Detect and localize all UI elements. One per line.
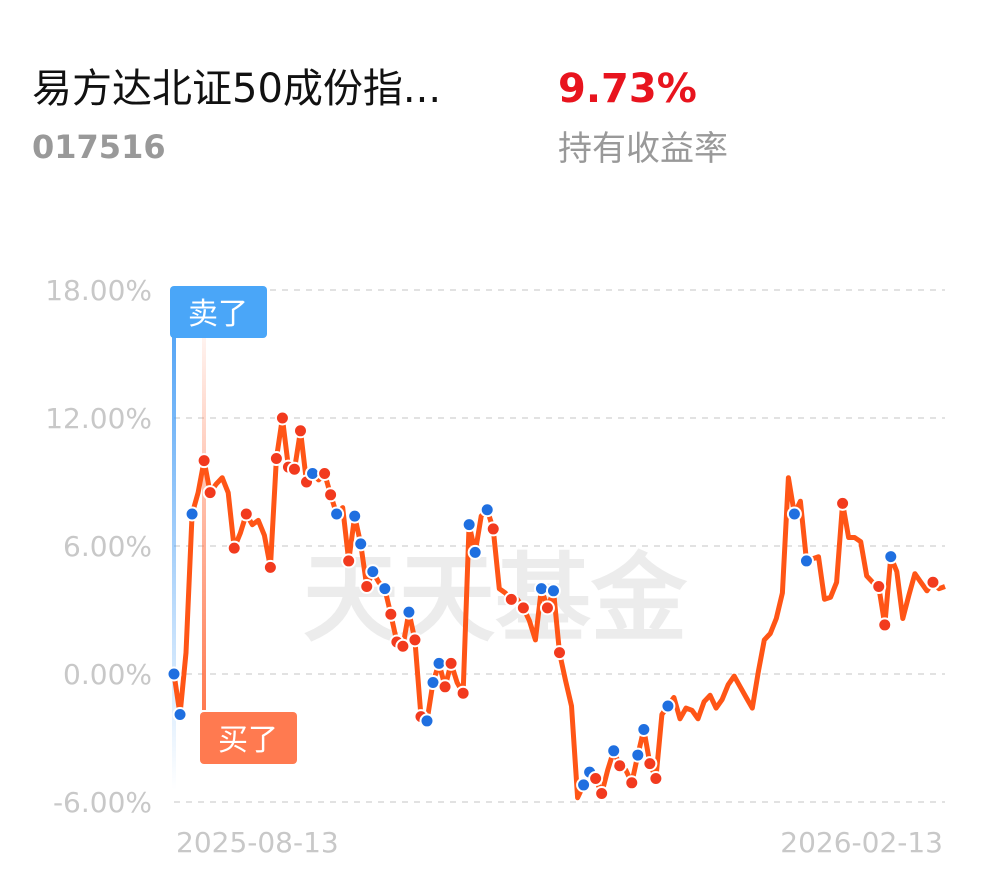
return-label: 持有收益率: [558, 129, 728, 169]
buy-marker: [274, 410, 290, 426]
x-tick-label: 2026-02-13: [780, 826, 943, 859]
sell-marker: [883, 549, 899, 565]
sell-tag-label: 卖了: [188, 297, 248, 332]
sell-marker: [606, 743, 622, 759]
return-rate: 9.73%: [558, 66, 697, 112]
sell-marker: [377, 581, 393, 597]
buy-marker: [552, 645, 567, 661]
sell-marker: [172, 707, 188, 723]
buy-tag: [200, 712, 297, 764]
y-tick-label: -6.00%: [53, 786, 152, 819]
buy-marker: [455, 685, 471, 701]
buy-marker: [539, 600, 555, 616]
y-tick-label: 18.00%: [45, 274, 152, 307]
sell-tag: [170, 286, 267, 338]
buy-marker: [226, 540, 242, 556]
sell-marker: [419, 713, 435, 729]
buy-marker: [877, 617, 893, 633]
buy-marker: [642, 756, 658, 772]
buy-marker: [485, 521, 501, 537]
sell-marker: [401, 604, 417, 620]
sell-marker: [545, 583, 561, 599]
buy-marker: [925, 574, 941, 590]
buy-marker: [588, 771, 604, 787]
fund-code: 017516: [32, 128, 166, 166]
sell-marker: [329, 506, 345, 522]
sell-marker: [353, 536, 369, 552]
y-tick-label: 6.00%: [63, 530, 152, 563]
buy-marker: [407, 632, 423, 648]
x-tick-label: 2025-08-13: [176, 826, 339, 859]
sell-marker: [786, 506, 802, 522]
buy-marker: [268, 451, 284, 467]
sell-marker: [166, 666, 182, 682]
buy-marker: [624, 775, 640, 791]
buy-marker: [323, 487, 339, 503]
buy-marker: [286, 461, 302, 477]
buy-marker: [395, 638, 411, 654]
buy-marker: [437, 679, 453, 695]
buy-marker: [503, 591, 519, 607]
buy-tag-label: 买了: [218, 723, 278, 758]
buy-marker: [317, 465, 333, 481]
y-tick-label: 12.00%: [45, 402, 152, 435]
sell-marker: [461, 517, 477, 533]
sell-marker: [347, 508, 363, 524]
buy-marker: [262, 559, 278, 575]
sell-marker: [636, 721, 652, 737]
sell-marker: [425, 675, 441, 691]
buy-marker: [341, 553, 357, 569]
buy-marker: [196, 453, 212, 469]
sell-marker: [576, 777, 592, 793]
sell-marker: [479, 502, 495, 518]
sell-marker: [184, 506, 200, 522]
buy-marker: [383, 606, 399, 622]
buy-marker: [648, 771, 664, 787]
buy-marker: [871, 579, 887, 595]
fund-title: 易方达北证50成份指...: [32, 66, 441, 112]
sell-marker: [533, 581, 549, 597]
buy-marker: [359, 579, 375, 595]
sell-marker: [798, 553, 814, 569]
buy-line: [202, 300, 206, 710]
buy-marker: [443, 655, 459, 671]
sell-marker: [630, 747, 646, 763]
y-tick-label: 0.00%: [63, 658, 152, 691]
buy-marker: [835, 495, 851, 511]
sell-line: [172, 300, 176, 790]
sell-marker: [467, 544, 483, 560]
buy-marker: [202, 485, 218, 501]
sell-marker: [365, 564, 381, 580]
buy-marker: [594, 785, 610, 801]
buy-marker: [515, 600, 531, 616]
buy-marker: [238, 506, 254, 522]
sell-marker: [660, 698, 676, 714]
buy-marker: [612, 758, 628, 774]
buy-marker: [292, 423, 308, 439]
